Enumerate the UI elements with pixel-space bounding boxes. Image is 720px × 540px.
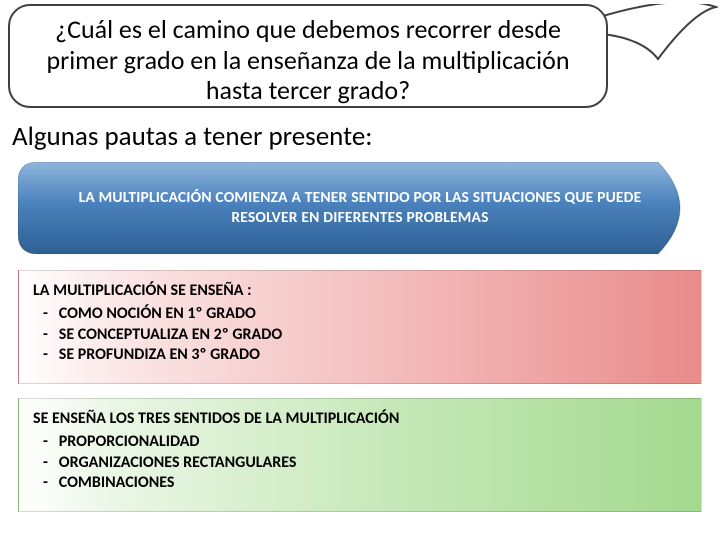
list-item: ORGANIZACIONES RECTANGULARES — [33, 453, 687, 474]
subtitle-text: Algunas pautas a tener presente: — [12, 120, 373, 153]
block-blue: LA MULTIPLICACIÓN COMIENZA A TENER SENTI… — [18, 162, 702, 254]
question-text: ¿Cuál es el camino que debemos recorrer … — [8, 4, 608, 108]
question-callout: ¿Cuál es el camino que debemos recorrer … — [8, 4, 710, 112]
list-item: SE PROFUNDIZA EN 3º GRADO — [33, 345, 687, 366]
callout-tail-icon — [598, 4, 718, 64]
list-item: SE CONCEPTUALIZA EN 2º GRADO — [33, 325, 687, 346]
block-green-list: PROPORCIONALIDAD ORGANIZACIONES RECTANGU… — [33, 432, 687, 494]
block-pink: LA MULTIPLICACIÓN SE ENSEÑA : COMO NOCIÓ… — [18, 270, 702, 384]
list-item: COMBINACIONES — [33, 473, 687, 494]
block-pink-list: COMO NOCIÓN EN 1º GRADO SE CONCEPTUALIZA… — [33, 304, 687, 366]
list-item: PROPORCIONALIDAD — [33, 432, 687, 453]
block-green-heading: SE ENSEÑA LOS TRES SENTIDOS DE LA MULTIP… — [33, 409, 687, 430]
list-item: COMO NOCIÓN EN 1º GRADO — [33, 304, 687, 325]
block-pink-heading: LA MULTIPLICACIÓN SE ENSEÑA : — [33, 281, 687, 302]
block-blue-text: LA MULTIPLICACIÓN COMIENZA A TENER SENTI… — [78, 188, 642, 228]
block-green: SE ENSEÑA LOS TRES SENTIDOS DE LA MULTIP… — [18, 398, 702, 512]
